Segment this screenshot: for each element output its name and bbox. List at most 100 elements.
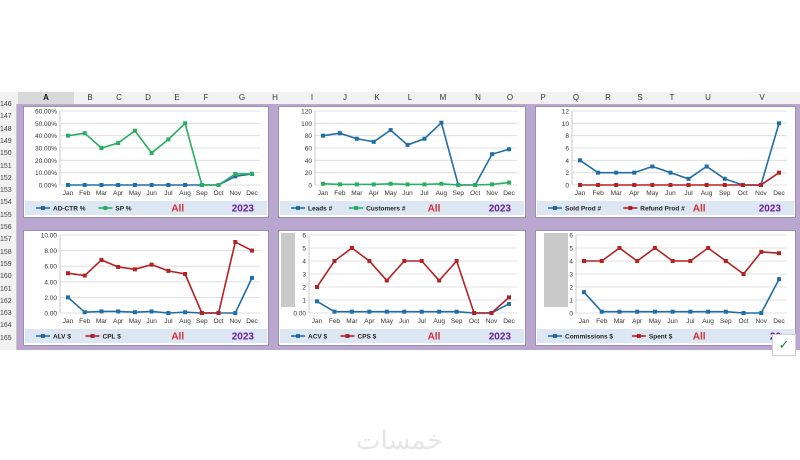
data-point[interactable] [473, 183, 478, 187]
filter-label[interactable]: All [171, 204, 184, 215]
row-header-161[interactable]: 161 [0, 285, 12, 293]
data-point[interactable] [704, 183, 709, 187]
data-point[interactable] [82, 183, 87, 187]
data-point[interactable] [233, 171, 238, 176]
data-point[interactable] [116, 141, 121, 146]
data-point[interactable] [332, 259, 337, 263]
data-point[interactable] [371, 182, 376, 187]
data-point[interactable] [472, 311, 477, 315]
data-point[interactable] [149, 262, 154, 267]
data-point[interactable] [490, 152, 495, 157]
data-point[interactable] [422, 136, 427, 141]
data-point[interactable] [507, 147, 511, 152]
row-header-158[interactable]: 158 [0, 248, 12, 256]
data-point[interactable] [321, 181, 325, 186]
data-point[interactable] [439, 181, 444, 186]
column-header-i[interactable]: I [310, 93, 314, 102]
data-point[interactable] [741, 272, 746, 276]
chart-panel-commissions-spent[interactable]: 0 1 2 3 4 5 6 Jan Feb Mar Apr May Jun Jul Aug Sep Oct Nov… [535, 230, 796, 346]
data-point[interactable] [183, 272, 188, 276]
data-point[interactable] [723, 309, 728, 314]
column-header-b[interactable]: B [87, 93, 93, 102]
column-header-l[interactable]: L [407, 93, 413, 102]
data-point[interactable] [116, 183, 121, 187]
data-point[interactable] [706, 309, 711, 314]
data-point[interactable] [652, 246, 657, 250]
row-header-164[interactable]: 164 [0, 322, 12, 330]
data-point[interactable] [490, 182, 495, 187]
data-point[interactable] [166, 137, 171, 142]
data-point[interactable] [402, 259, 407, 263]
data-point[interactable] [66, 183, 70, 187]
data-point[interactable] [183, 183, 188, 187]
chart-panel-alv-cpl[interactable]: 0.00 2.00 4.00 6.00 8.00 10.00 Jan Feb Mar Apr May… [23, 230, 269, 346]
data-point[interactable] [250, 248, 254, 253]
data-point[interactable] [456, 183, 461, 187]
column-header-e[interactable]: E [174, 93, 180, 102]
data-point[interactable] [99, 257, 104, 262]
data-point[interactable] [582, 290, 586, 295]
data-point[interactable] [166, 183, 171, 187]
data-point[interactable] [582, 259, 586, 263]
data-point[interactable] [614, 183, 619, 187]
column-header-h[interactable]: H [272, 93, 278, 102]
data-point[interactable] [741, 311, 746, 315]
row-header-165[interactable]: 165 [0, 334, 12, 342]
data-point[interactable] [405, 182, 410, 187]
data-point[interactable] [652, 309, 657, 314]
data-point[interactable] [354, 136, 359, 141]
data-point[interactable] [688, 259, 693, 263]
row-header-157[interactable]: 157 [0, 236, 12, 244]
filter-label[interactable]: All [693, 332, 706, 343]
filter-label[interactable]: All [693, 204, 706, 215]
chart-panel-ctr-sp[interactable]: 0.00% 10.00% 20.00% 30.00% 40.00% 50.00% 60.00… [23, 106, 269, 218]
data-point[interactable] [670, 259, 675, 263]
data-point[interactable] [722, 176, 727, 181]
data-point[interactable] [116, 309, 121, 314]
year-label[interactable]: 2023 [759, 204, 782, 215]
data-point[interactable] [384, 309, 389, 314]
chart-panel-acv-cps[interactable]: 0.00 1 2 3 4 5 6 Jan Feb Mar Apr May Jun Jul Aug Sep Oct… [278, 230, 526, 346]
data-point[interactable] [706, 246, 711, 250]
data-point[interactable] [132, 310, 137, 315]
data-point[interactable] [758, 183, 763, 187]
row-header-152[interactable]: 152 [0, 174, 12, 182]
data-point[interactable] [437, 309, 442, 314]
data-point[interactable] [82, 131, 87, 136]
data-point[interactable] [686, 183, 691, 187]
data-point[interactable] [650, 183, 655, 187]
data-point[interactable] [688, 309, 693, 314]
data-point[interactable] [349, 246, 354, 250]
column-header-a[interactable]: A [18, 92, 74, 104]
column-header-j[interactable]: J [343, 93, 347, 102]
row-header-160[interactable]: 160 [0, 273, 12, 281]
data-point[interactable] [422, 182, 427, 187]
data-point[interactable] [371, 139, 376, 144]
data-point[interactable] [632, 170, 637, 175]
column-header-v[interactable]: V [759, 93, 765, 102]
year-label[interactable]: 2023 [489, 204, 512, 215]
column-header-n[interactable]: N [475, 93, 481, 102]
data-point[interactable] [419, 309, 424, 314]
data-point[interactable] [384, 278, 389, 283]
year-label[interactable]: 2023 [232, 204, 255, 215]
data-point[interactable] [635, 259, 640, 263]
data-point[interactable] [199, 311, 204, 315]
column-header-m[interactable]: M [439, 93, 447, 102]
data-point[interactable] [99, 183, 104, 187]
data-point[interactable] [454, 309, 459, 314]
data-point[interactable] [354, 182, 359, 187]
checkmark-icon[interactable]: ✓ [772, 334, 796, 356]
row-header-150[interactable]: 150 [0, 150, 12, 158]
data-point[interactable] [759, 249, 764, 254]
data-point[interactable] [337, 131, 342, 136]
data-point[interactable] [233, 240, 238, 245]
year-label[interactable]: 2023 [232, 332, 255, 343]
data-point[interactable] [722, 183, 727, 187]
data-point[interactable] [82, 310, 87, 315]
data-point[interactable] [419, 259, 424, 263]
data-point[interactable] [66, 295, 70, 300]
data-point[interactable] [149, 150, 154, 155]
data-point[interactable] [315, 285, 319, 289]
data-point[interactable] [388, 181, 393, 186]
